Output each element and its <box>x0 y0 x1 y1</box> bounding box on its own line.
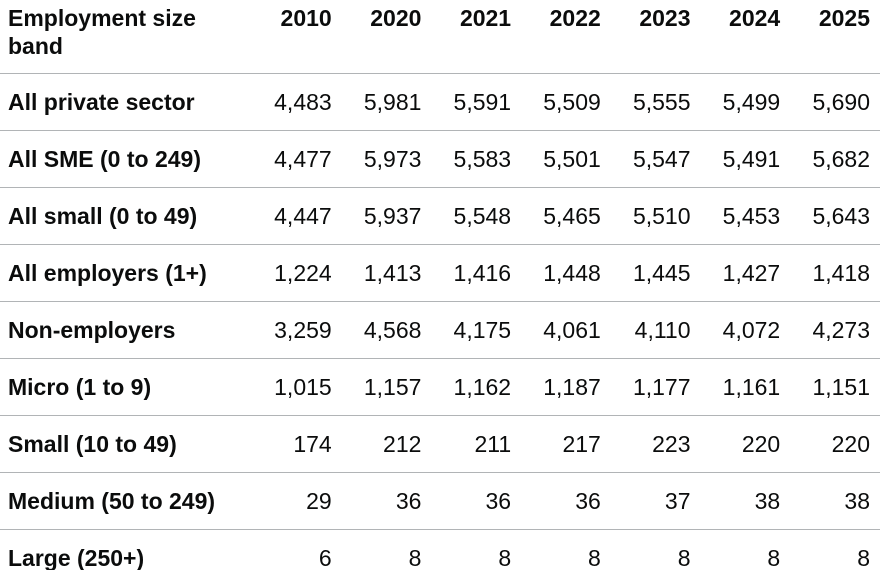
value-cell: 5,583 <box>431 130 522 188</box>
table-row: Large (250+) 6 8 8 8 8 8 8 <box>0 529 880 570</box>
value-cell: 8 <box>341 529 432 570</box>
value-cell: 3,259 <box>252 301 342 359</box>
value-cell: 5,973 <box>341 130 432 188</box>
value-cell: 4,477 <box>252 130 342 188</box>
value-cell: 1,445 <box>610 244 701 302</box>
value-cell: 5,548 <box>431 187 522 245</box>
table-row: Non-employers 3,259 4,568 4,175 4,061 4,110 4,… <box>0 301 880 359</box>
table-header: Employment size band 2010 2020 2021 2022 202… <box>0 0 880 74</box>
value-cell: 4,175 <box>431 301 522 359</box>
value-cell: 5,643 <box>790 187 880 245</box>
value-cell: 1,177 <box>610 358 701 416</box>
table-row: All private sector 4,483 5,981 5,591 5,509 5,… <box>0 73 880 131</box>
row-label: Non-employers <box>0 301 252 359</box>
value-cell: 4,061 <box>521 301 611 359</box>
value-cell: 1,448 <box>521 244 611 302</box>
value-cell: 1,418 <box>790 244 880 302</box>
table-row: Small (10 to 49) 174 212 211 217 223 220 220 <box>0 415 880 473</box>
value-cell: 5,453 <box>700 187 791 245</box>
value-cell: 5,981 <box>341 73 432 131</box>
table-body: All private sector 4,483 5,981 5,591 5,509 5,… <box>0 73 880 570</box>
value-cell: 4,483 <box>252 73 342 131</box>
value-cell: 211 <box>431 415 522 473</box>
value-cell: 36 <box>521 472 611 530</box>
value-cell: 5,682 <box>790 130 880 188</box>
value-cell: 38 <box>790 472 880 530</box>
row-label: Small (10 to 49) <box>0 415 252 473</box>
value-cell: 174 <box>252 415 342 473</box>
value-cell: 29 <box>252 472 342 530</box>
value-cell: 1,416 <box>431 244 522 302</box>
column-header-year: 2021 <box>431 0 522 74</box>
table-row: Micro (1 to 9) 1,015 1,157 1,162 1,187 1,177 1… <box>0 358 880 416</box>
value-cell: 5,591 <box>431 73 522 131</box>
value-cell: 5,499 <box>700 73 791 131</box>
value-cell: 4,447 <box>252 187 342 245</box>
value-cell: 5,547 <box>610 130 701 188</box>
value-cell: 4,273 <box>790 301 880 359</box>
value-cell: 1,015 <box>252 358 342 416</box>
header-row: Employment size band 2010 2020 2021 2022 202… <box>0 0 880 74</box>
value-cell: 38 <box>700 472 791 530</box>
value-cell: 8 <box>610 529 701 570</box>
value-cell: 6 <box>252 529 342 570</box>
value-cell: 36 <box>431 472 522 530</box>
value-cell: 220 <box>790 415 880 473</box>
value-cell: 5,491 <box>700 130 791 188</box>
row-label: All small (0 to 49) <box>0 187 252 245</box>
value-cell: 217 <box>521 415 611 473</box>
value-cell: 5,690 <box>790 73 880 131</box>
value-cell: 220 <box>700 415 791 473</box>
column-header-year: 2010 <box>252 0 342 74</box>
value-cell: 4,072 <box>700 301 791 359</box>
value-cell: 1,157 <box>341 358 432 416</box>
value-cell: 4,568 <box>341 301 432 359</box>
value-cell: 1,151 <box>790 358 880 416</box>
value-cell: 1,224 <box>252 244 342 302</box>
value-cell: 36 <box>341 472 432 530</box>
value-cell: 8 <box>790 529 880 570</box>
value-cell: 1,413 <box>341 244 432 302</box>
row-label: All employers (1+) <box>0 244 252 302</box>
value-cell: 8 <box>521 529 611 570</box>
row-label: Large (250+) <box>0 529 252 570</box>
row-label: Micro (1 to 9) <box>0 358 252 416</box>
row-label: All private sector <box>0 73 252 131</box>
value-cell: 8 <box>431 529 522 570</box>
value-cell: 5,510 <box>610 187 701 245</box>
column-header-year: 2024 <box>700 0 791 74</box>
value-cell: 1,161 <box>700 358 791 416</box>
value-cell: 5,937 <box>341 187 432 245</box>
value-cell: 4,110 <box>610 301 701 359</box>
row-label: Medium (50 to 249) <box>0 472 252 530</box>
value-cell: 5,465 <box>521 187 611 245</box>
column-header-year: 2025 <box>790 0 880 74</box>
column-header-employment-size-band: Employment size band <box>0 0 252 74</box>
value-cell: 1,187 <box>521 358 611 416</box>
table-row: Medium (50 to 249) 29 36 36 36 37 38 38 <box>0 472 880 530</box>
row-label: All SME (0 to 249) <box>0 130 252 188</box>
value-cell: 212 <box>341 415 432 473</box>
value-cell: 1,427 <box>700 244 791 302</box>
value-cell: 223 <box>610 415 701 473</box>
column-header-year: 2023 <box>610 0 701 74</box>
value-cell: 1,162 <box>431 358 522 416</box>
column-header-year: 2020 <box>341 0 432 74</box>
table-row: All SME (0 to 249) 4,477 5,973 5,583 5,501 5,… <box>0 130 880 188</box>
table-row: All small (0 to 49) 4,447 5,937 5,548 5,465 5… <box>0 187 880 245</box>
value-cell: 37 <box>610 472 701 530</box>
value-cell: 5,501 <box>521 130 611 188</box>
column-header-year: 2022 <box>521 0 611 74</box>
value-cell: 8 <box>700 529 791 570</box>
value-cell: 5,555 <box>610 73 701 131</box>
table-row: All employers (1+) 1,224 1,413 1,416 1,448 1,… <box>0 244 880 302</box>
value-cell: 5,509 <box>521 73 611 131</box>
